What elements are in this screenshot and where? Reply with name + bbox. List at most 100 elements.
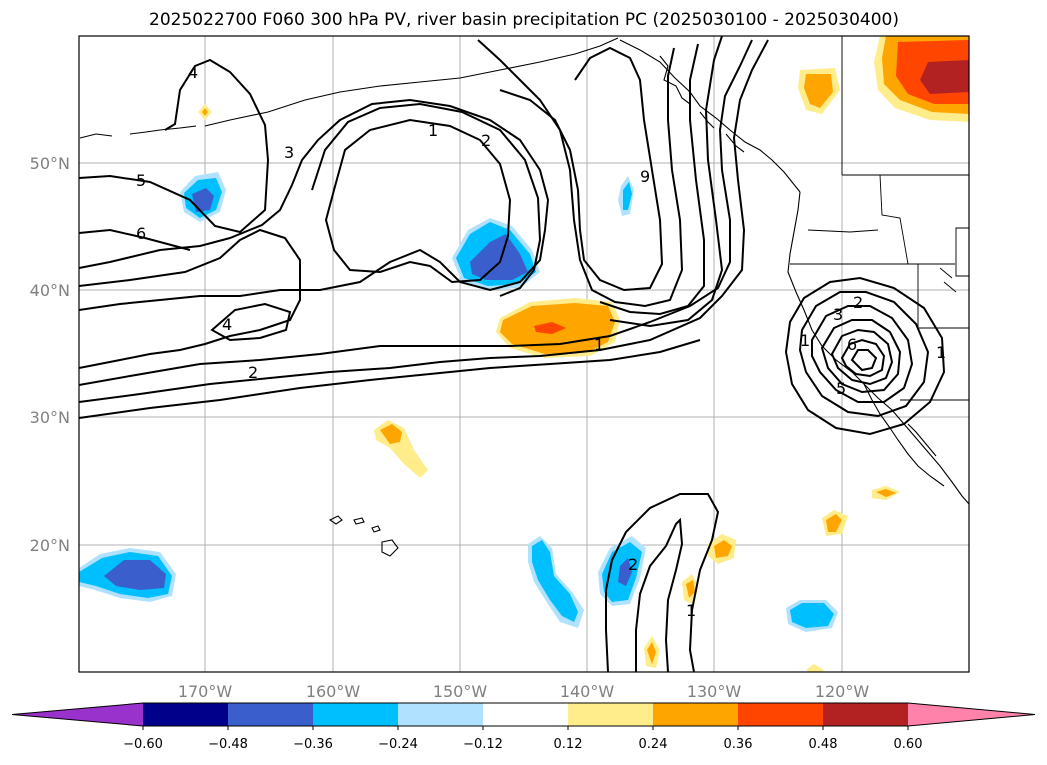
lon-tick-labels: 170°W 160°W 150°W 140°W 130°W 120°W [178,682,870,701]
colorbar-tick-label: −0.12 [463,737,503,752]
map-frame [78,35,970,673]
pv-contour [79,58,270,234]
pv-contour [324,118,512,284]
pv-contour [811,305,914,403]
colorbar-segment [313,703,398,726]
colorbar-segment [398,703,483,726]
colorbar-tick-label: 0.48 [809,737,838,752]
precip-region-negative [470,234,528,280]
pv-contour [798,291,930,418]
colorbar-tick-label: 0.12 [554,737,583,752]
colorbar-tick-label: −0.24 [378,737,418,752]
precip-shading [79,36,969,672]
pv-contour [79,39,769,403]
pv-contours [79,36,946,672]
coastline-aleutians [79,125,197,139]
map-area: 4 5 6 3 1 2 9 4 2 1 2 3 6 5 1 1 2 1 [79,36,969,672]
colorbar-tick-label: −0.60 [123,737,163,752]
precip-region-positive [826,514,842,532]
border-state [939,267,957,293]
precip-region-negative [623,182,632,210]
precip-region-positive [920,60,969,94]
pv-contour [850,349,878,372]
colorbar-tick-label: −0.36 [293,737,333,752]
lon-tick-label: 130°W [687,682,742,701]
political-borders [790,36,969,401]
precip-region-negative [532,540,578,622]
colorbar-segment [653,703,738,726]
precip-region-positive [876,489,896,497]
colorbar: −0.60 −0.48 −0.36 −0.24 −0.12 0.12 0.24 0.36 0.4… [11,702,1036,752]
border-state [807,229,879,233]
coastline-alaska [204,37,619,127]
pv-contour [605,493,720,672]
precip-region-positive [202,108,208,116]
contour-label: 1 [936,343,946,362]
contour-label: 2 [628,555,638,574]
contour-label: 6 [847,335,857,354]
precip-region-positive [647,642,656,664]
border-state [955,227,969,277]
colorbar-tick-label: 0.24 [639,737,668,752]
contour-label: 1 [686,601,696,620]
pv-contour [830,328,894,386]
border-state [879,174,909,265]
contour-label: 2 [853,293,863,312]
precip-region-positive [806,664,824,672]
contour-label: 2 [481,131,491,150]
pv-contour [210,302,292,342]
colorbar-segment [143,703,228,726]
lon-tick-label: 150°W [433,682,488,701]
pv-contour [635,517,684,672]
contour-label: 4 [188,63,198,82]
pv-contour [79,339,701,419]
coastline-bc [619,39,801,193]
contour-label: 3 [833,305,843,324]
colorbar-segment [823,703,908,726]
lat-tick-label: 30°N [30,408,70,427]
contour-label: 4 [222,315,232,334]
contour-label: 1 [594,335,604,354]
precip-region-negative [790,603,834,628]
lon-tick-label: 160°W [306,682,361,701]
colorbar-segment [228,703,313,726]
colorbar-extend-high [908,703,1035,726]
lat-tick-labels: 50°N 40°N 30°N 20°N [30,154,70,555]
precip-region-positive [804,74,833,108]
contour-label: 3 [284,143,294,162]
precip-region-positive [686,580,695,598]
colorbar-tick-label: 0.36 [724,737,753,752]
lat-tick-label: 40°N [30,281,70,300]
colorbar-segment [568,703,653,726]
lon-tick-label: 170°W [178,682,233,701]
pv-contour [499,46,664,292]
precip-region-negative [104,560,166,590]
contour-label: 2 [248,363,258,382]
hawaii-islands [328,515,399,557]
pv-contour [79,228,191,251]
pv-contour [840,338,886,378]
contour-label: 1 [428,121,438,140]
colorbar-tick-label: −0.48 [208,737,248,752]
pv-contour [784,276,946,436]
precip-region-negative [192,188,214,212]
map-background [79,36,969,672]
contour-label: 5 [836,379,846,398]
coastline-islands [659,55,745,153]
colorbar-segment [738,703,823,726]
lon-tick-label: 120°W [815,682,870,701]
colorbar-extend-low [12,703,143,726]
pv-contour [311,102,542,297]
pv-contour [609,36,724,328]
contour-label: 9 [640,167,650,186]
coastline-baja [863,383,945,487]
pv-contour [477,39,684,308]
precip-region-positive [380,424,402,444]
pv-contour [599,43,705,316]
colorbar-tick-label: 0.60 [894,737,923,752]
figure-title: 2025022700 F060 300 hPa PV, river basin … [149,10,899,30]
pv-contour [820,319,902,394]
precip-region-positive [714,540,732,558]
precip-region-negative [618,558,632,586]
